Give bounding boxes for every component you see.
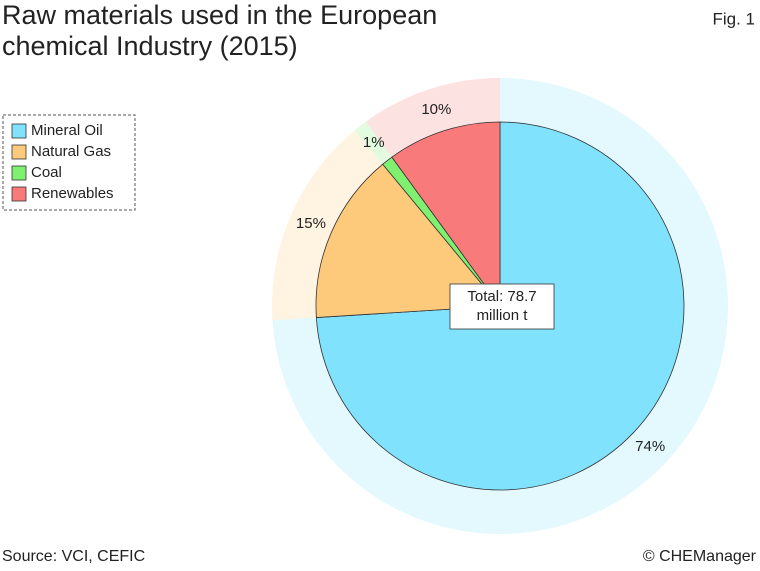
credit: © CHEManager [643,548,757,565]
chart-title: Raw materials used in the European chemi… [2,0,438,61]
value-label: 15% [296,215,326,232]
figure-label: Fig. 1 [712,9,755,28]
legend-label: Mineral Oil [31,122,103,139]
value-label: 74% [635,438,665,455]
center-label: Total: 78.7 [467,288,536,305]
legend-swatch [11,165,27,181]
legend-label: Coal [31,164,62,181]
legend-swatch [11,186,27,202]
value-label: 10% [421,101,451,118]
center-label: million t [477,307,529,324]
slice [315,163,501,318]
legend-swatch [11,123,27,139]
legend-swatch [11,144,27,160]
legend-label: Natural Gas [31,143,111,160]
center-label-box [449,283,555,330]
slice [391,121,501,308]
source: Source: VCI, CEFIC [2,548,145,565]
value-label: 1% [363,134,385,151]
legend-label: Renewables [31,185,114,202]
legend-box [2,114,136,211]
